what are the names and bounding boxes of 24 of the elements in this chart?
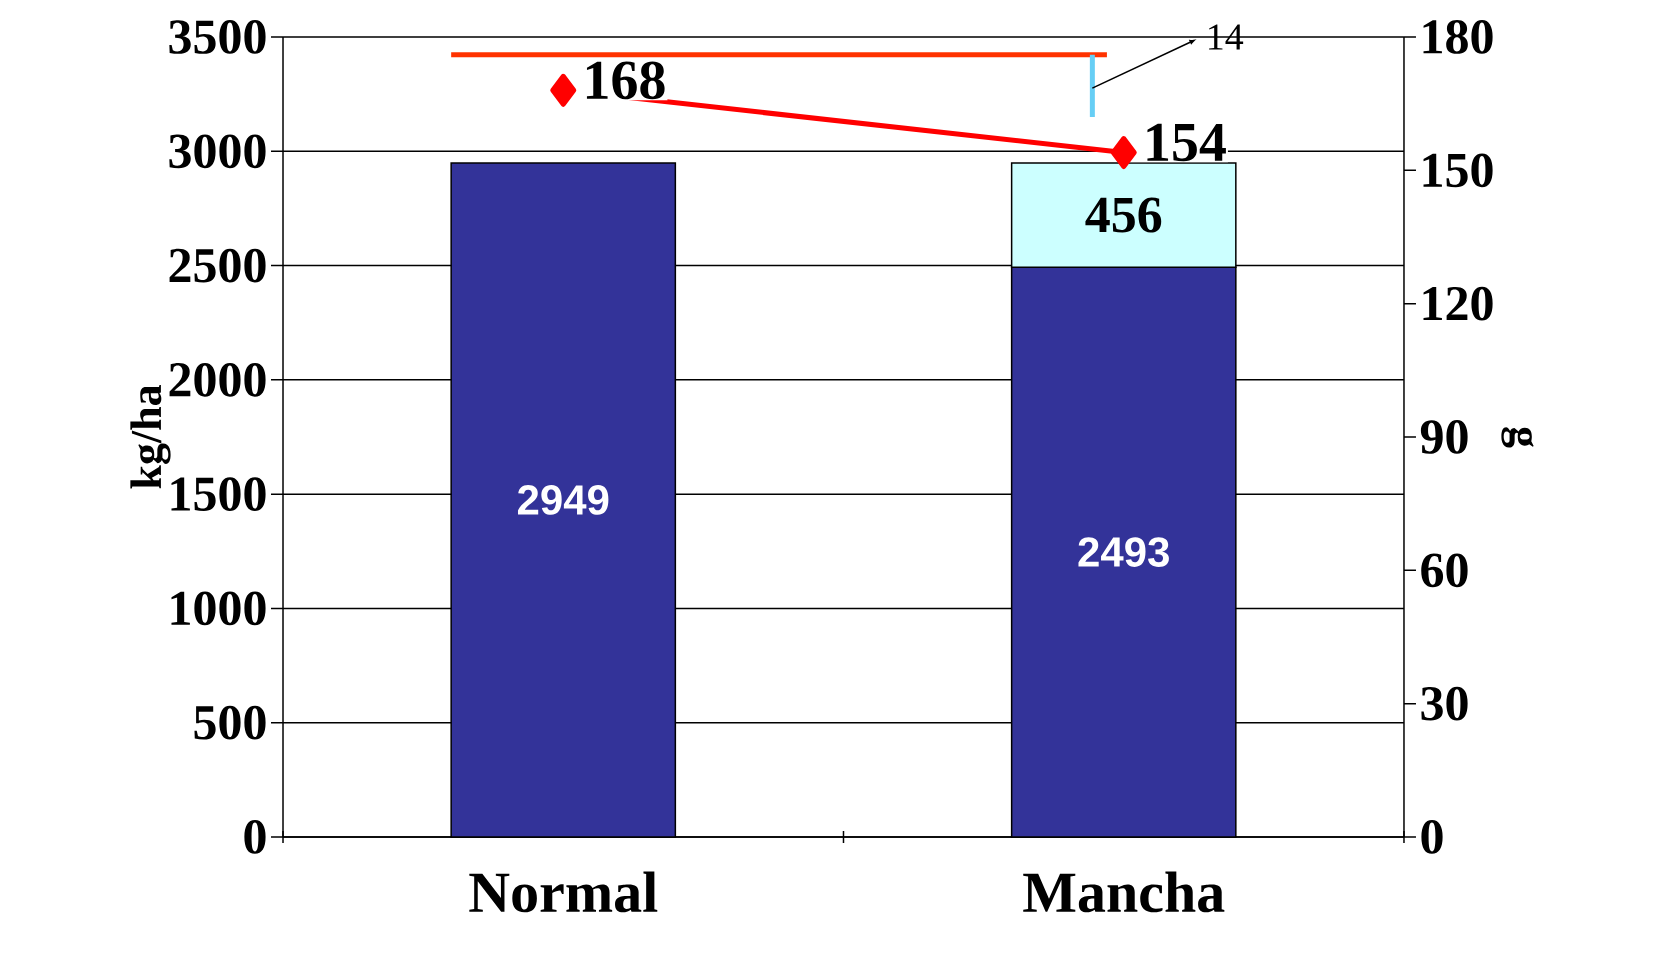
data-label: 168: [586, 61, 665, 100]
data-label: 2493: [1078, 537, 1169, 567]
y-tick-label: 1000: [171, 591, 266, 626]
y-tick-label: 3000: [169, 134, 266, 169]
y-tick-label: 3500: [169, 20, 266, 54]
data-label: 456: [1085, 197, 1162, 233]
x-tick-label: Normal: [469, 871, 658, 913]
y2-tick-label: 150: [1423, 153, 1493, 188]
x-tick-label: Mancha: [1023, 871, 1225, 913]
y-tick-label: 2500: [169, 248, 266, 283]
data-label: 154: [1147, 123, 1226, 162]
y-tick-label: 2000: [169, 362, 266, 397]
y2-tick-label: 120: [1423, 286, 1493, 321]
y-tick-label: 0: [244, 820, 266, 854]
y2-tick-label: 60: [1421, 553, 1468, 588]
y2-tick-label: 30: [1421, 686, 1468, 721]
y-axis-title: kg/ha: [130, 385, 171, 489]
y2-tick-label: 180: [1423, 20, 1493, 54]
y2-axis-title: g: [1501, 427, 1534, 448]
data-label: 2949: [517, 485, 609, 515]
y2-tick-label: 90: [1420, 420, 1468, 454]
y2-tick-label: 0: [1421, 820, 1443, 854]
y-tick-label: 500: [194, 705, 266, 740]
y-tick-label: 1500: [171, 477, 266, 511]
